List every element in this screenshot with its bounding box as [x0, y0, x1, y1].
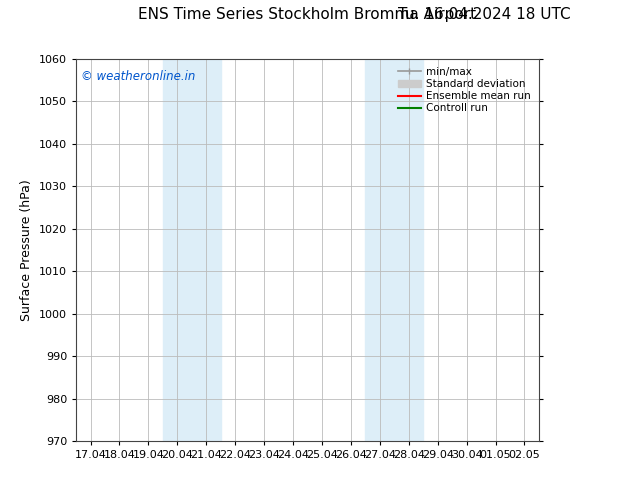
Text: ENS Time Series Stockholm Bromma Airport: ENS Time Series Stockholm Bromma Airport	[138, 7, 477, 22]
Bar	[163, 59, 221, 441]
Text: © weatheronline.in: © weatheronline.in	[81, 70, 195, 83]
Bar	[365, 59, 424, 441]
Y-axis label: Surface Pressure (hPa): Surface Pressure (hPa)	[20, 179, 34, 321]
Legend: min/max, Standard deviation, Ensemble mean run, Controll run: min/max, Standard deviation, Ensemble me…	[394, 64, 534, 117]
Text: Tu. 16.04.2024 18 UTC: Tu. 16.04.2024 18 UTC	[398, 7, 571, 22]
